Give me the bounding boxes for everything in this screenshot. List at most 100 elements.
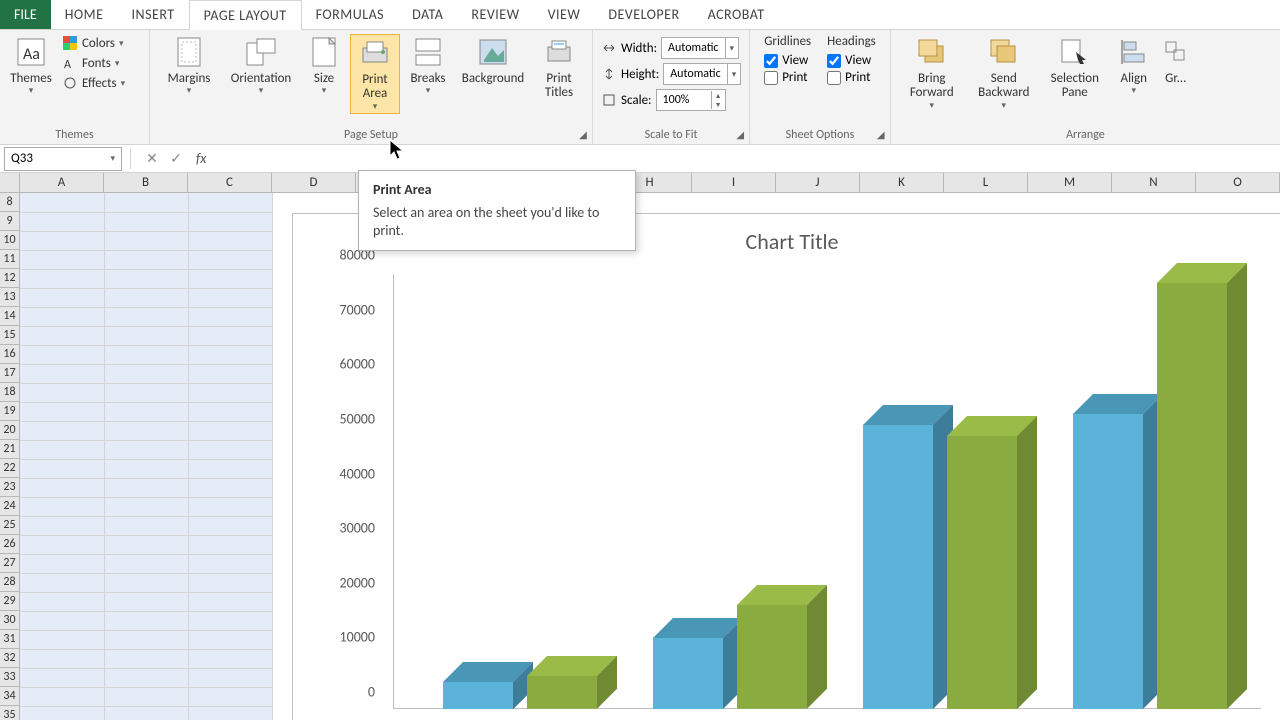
send-backward-button[interactable]: Send Backward▾ [969,34,1039,112]
gridlines-print-check[interactable]: Print [764,70,811,85]
group-label-arrange: Arrange [899,126,1272,142]
group-button[interactable]: Gr... [1161,34,1191,88]
colors-button[interactable]: Colors▾ [58,34,129,52]
spinner-buttons[interactable]: ▲▼ [711,91,725,109]
row-header[interactable]: 20 [0,421,20,440]
background-button[interactable]: Background [456,34,530,88]
column-headers: ABCDEFGHIJKLMNO [0,173,1280,193]
row-header[interactable]: 26 [0,535,20,554]
themes-button[interactable]: Aa Themes ▾ [8,34,54,98]
view-label: View [845,53,871,68]
name-box-value: Q33 [11,151,33,166]
orientation-button[interactable]: Orientation▾ [224,34,298,98]
column-header[interactable]: J [776,173,860,193]
row-header[interactable]: 31 [0,630,20,649]
gridlines-view-check[interactable]: View [764,53,811,68]
sheet-options-launcher[interactable]: ◢ [874,128,888,142]
embedded-chart[interactable]: Chart Title 0100002000030000400005000060… [292,213,1280,720]
row-header[interactable]: 27 [0,554,20,573]
select-all-corner[interactable] [0,173,20,193]
tooltip-print-area: Print Area Select an area on the sheet y… [358,170,636,251]
dropdown-arrow-icon: ▾ [29,86,34,96]
height-combo[interactable]: Automatic▾ [663,63,741,85]
headings-view-check[interactable]: View [827,53,876,68]
column-header[interactable]: C [188,173,272,193]
row-header[interactable]: 33 [0,668,20,687]
tab-formulas[interactable]: FORMULAS [302,0,399,29]
row-header[interactable]: 12 [0,269,20,288]
row-header[interactable]: 29 [0,592,20,611]
align-button[interactable]: Align▾ [1111,34,1157,98]
formula-input[interactable] [214,148,1280,170]
print-titles-label: Print Titles [545,72,573,101]
row-header[interactable]: 15 [0,326,20,345]
row-header[interactable]: 23 [0,478,20,497]
row-header[interactable]: 13 [0,288,20,307]
column-header[interactable]: M [1028,173,1112,193]
tab-review[interactable]: REVIEW [457,0,533,29]
row-header[interactable]: 14 [0,307,20,326]
column-header[interactable]: O [1196,173,1280,193]
fx-icon[interactable]: fx [188,150,214,167]
scale-launcher[interactable]: ◢ [733,128,747,142]
size-button[interactable]: Size▾ [302,34,346,98]
effects-button[interactable]: Effects▾ [58,74,129,92]
tab-acrobat[interactable]: ACROBAT [694,0,779,29]
column-header[interactable]: I [692,173,776,193]
print-titles-button[interactable]: Print Titles [534,34,584,103]
width-combo[interactable]: Automatic▾ [661,37,739,59]
worksheet-grid[interactable]: ABCDEFGHIJKLMNO 891011121314151617181920… [0,173,1280,720]
name-box[interactable]: Q33 ▾ [4,147,122,171]
row-header[interactable]: 30 [0,611,20,630]
group-arrange: Bring Forward▾ Send Backward▾ Selection … [891,30,1280,144]
row-header[interactable]: 25 [0,516,20,535]
column-header[interactable]: N [1112,173,1196,193]
headings-print-check[interactable]: Print [827,70,876,85]
column-header[interactable]: K [860,173,944,193]
row-header[interactable]: 19 [0,402,20,421]
row-header[interactable]: 32 [0,649,20,668]
effects-icon [62,75,78,91]
column-header[interactable]: L [944,173,1028,193]
orientation-icon [245,36,277,68]
row-header[interactable]: 21 [0,440,20,459]
row-header[interactable]: 8 [0,193,20,212]
enter-formula-button[interactable]: ✓ [164,150,188,167]
tab-developer[interactable]: DEVELOPER [594,0,693,29]
row-header[interactable]: 9 [0,212,20,231]
row-header[interactable]: 10 [0,231,20,250]
tab-home[interactable]: HOME [51,0,118,29]
row-header[interactable]: 34 [0,687,20,706]
column-header[interactable]: A [20,173,104,193]
tab-insert[interactable]: INSERT [118,0,189,29]
row-header[interactable]: 11 [0,250,20,269]
fonts-button[interactable]: A Fonts▾ [58,54,129,72]
selection-pane-button[interactable]: Selection Pane [1043,34,1107,103]
print-area-button[interactable]: Print Area▾ [350,34,400,114]
bring-forward-button[interactable]: Bring Forward▾ [899,34,965,112]
tab-view[interactable]: VIEW [534,0,595,29]
column-header[interactable]: D [272,173,356,193]
tab-page-layout[interactable]: PAGE LAYOUT [189,0,302,30]
row-header[interactable]: 35 [0,706,20,720]
tab-file[interactable]: FILE [0,0,51,29]
selection-pane-icon [1059,36,1091,68]
breaks-button[interactable]: Breaks▾ [404,34,452,98]
height-icon [601,66,617,82]
cancel-formula-button[interactable]: ✕ [140,150,164,167]
cells-area[interactable]: Chart Title 0100002000030000400005000060… [20,193,1280,720]
row-header[interactable]: 17 [0,364,20,383]
row-header[interactable]: 16 [0,345,20,364]
row-header[interactable]: 22 [0,459,20,478]
tab-data[interactable]: DATA [398,0,457,29]
page-setup-launcher[interactable]: ◢ [576,128,590,142]
scale-spinner[interactable]: 100%▲▼ [656,89,726,111]
headings-header: Headings [827,34,876,51]
row-header[interactable]: 28 [0,573,20,592]
send-backward-icon [988,36,1020,68]
column-header[interactable]: B [104,173,188,193]
margins-button[interactable]: Margins▾ [158,34,220,98]
row-header[interactable]: 24 [0,497,20,516]
row-header[interactable]: 18 [0,383,20,402]
gridlines-header: Gridlines [764,34,811,51]
